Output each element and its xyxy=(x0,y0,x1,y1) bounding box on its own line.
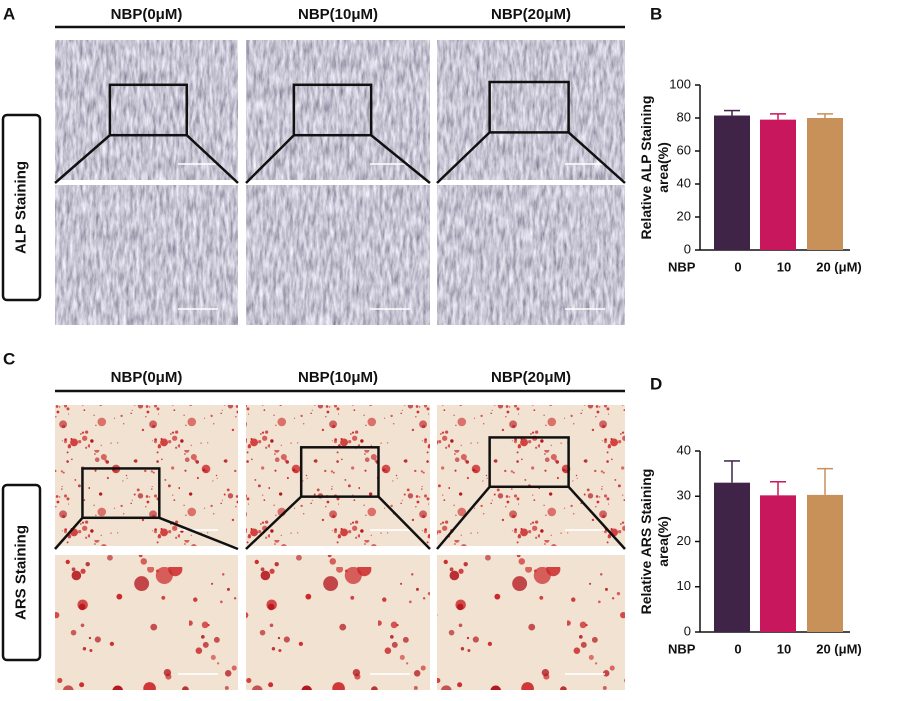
y-axis-label-line: Relative ALP Staining xyxy=(638,96,654,240)
x-tick-label: 0 xyxy=(734,259,741,274)
bar xyxy=(760,119,796,251)
y-tick-label: 100 xyxy=(669,76,691,91)
zoom-box xyxy=(81,467,161,520)
x-tick-label: 10 xyxy=(777,641,791,656)
column-header: NBP(0μM) xyxy=(111,6,183,23)
column-header: NBP(20μM) xyxy=(491,369,571,386)
y-tick-label: 80 xyxy=(677,109,691,124)
zoom-box xyxy=(488,436,570,489)
x-tick-label: 10 xyxy=(777,259,791,274)
zoom-box xyxy=(488,80,570,134)
panel-label: B xyxy=(650,4,662,23)
x-axis-label: NBP xyxy=(668,259,696,274)
y-axis-label-line: area(%) xyxy=(655,142,671,193)
y-axis-label-line: area(%) xyxy=(655,516,671,567)
micrograph xyxy=(246,185,430,325)
zoom-line xyxy=(158,516,239,551)
zoom-line xyxy=(377,495,431,550)
panel-label: C xyxy=(3,349,15,368)
micrograph xyxy=(246,555,430,690)
y-axis-label: Relative ALP Stainingarea(%) xyxy=(638,96,671,240)
micrograph xyxy=(55,185,238,325)
y-tick-label: 20 xyxy=(677,208,691,223)
zoom-line xyxy=(567,485,626,550)
side-label-box xyxy=(1,483,42,662)
zoom-line xyxy=(245,495,303,550)
y-tick-label: 10 xyxy=(677,578,691,593)
bar xyxy=(807,118,843,250)
y-tick-label: 20 xyxy=(677,533,691,548)
micrograph xyxy=(437,555,625,690)
micrograph xyxy=(55,555,238,690)
x-tick-label: 0 xyxy=(734,641,741,656)
zoom-line xyxy=(245,134,295,184)
x-axis-label: NBP xyxy=(668,641,696,656)
bar xyxy=(714,482,750,632)
bar xyxy=(714,115,750,251)
zoom-line xyxy=(436,131,491,184)
panel-label: A xyxy=(3,4,15,23)
y-tick-label: 0 xyxy=(684,241,691,256)
side-label-box xyxy=(1,113,42,302)
zoom-box xyxy=(299,446,380,498)
zoom-line xyxy=(567,131,626,184)
y-tick-label: 30 xyxy=(677,488,691,503)
y-axis-label: Relative ARS Stainingarea(%) xyxy=(638,469,671,615)
bar xyxy=(760,495,796,632)
x-tick-label: 20 (μM) xyxy=(816,259,862,274)
side-label: ALP Staining xyxy=(12,161,29,254)
zoom-line xyxy=(370,134,431,184)
micrograph xyxy=(246,405,430,546)
y-axis-label-line: Relative ARS Staining xyxy=(638,469,654,615)
zoom-line xyxy=(54,516,84,550)
zoom-line xyxy=(185,134,239,184)
micrograph xyxy=(437,40,625,180)
y-tick-label: 40 xyxy=(677,442,691,457)
bar xyxy=(807,494,843,632)
column-header: NBP(20μM) xyxy=(491,6,571,23)
zoom-line xyxy=(54,134,111,184)
micrograph xyxy=(55,405,238,546)
column-header: NBP(10μM) xyxy=(298,369,378,386)
y-tick-label: 60 xyxy=(677,142,691,157)
side-label: ARS Staining xyxy=(12,525,29,620)
micrograph xyxy=(437,405,625,546)
column-header: NBP(0μM) xyxy=(111,369,183,386)
zoom-box xyxy=(108,83,189,137)
zoom-line xyxy=(436,485,491,550)
column-header: NBP(10μM) xyxy=(298,6,378,23)
zoom-box xyxy=(292,83,373,137)
y-tick-label: 0 xyxy=(684,623,691,638)
x-tick-label: 20 (μM) xyxy=(816,641,862,656)
micrograph xyxy=(437,185,625,325)
panel-label: D xyxy=(650,374,662,393)
y-tick-label: 40 xyxy=(677,175,691,190)
